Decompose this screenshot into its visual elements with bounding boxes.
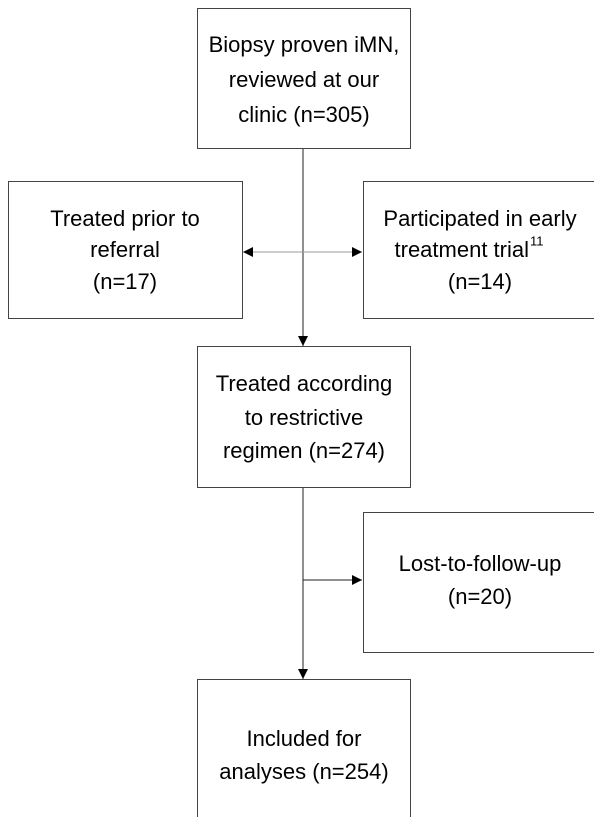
box (197, 346, 411, 488)
box (363, 512, 594, 653)
node-text: Treated prior to (50, 206, 200, 231)
box (363, 181, 594, 319)
node-text: clinic (n=305) (238, 102, 369, 127)
node-text: reviewed at our (229, 67, 379, 92)
node-text: (n=17) (93, 269, 157, 294)
node-text: analyses (n=254) (219, 759, 388, 784)
node-text: to restrictive (245, 405, 364, 430)
superscript: 11 (530, 233, 544, 248)
node-text: treatment trial (395, 237, 530, 262)
box (197, 8, 411, 149)
node-text: (n=14) (448, 269, 512, 294)
node-text: referral (90, 237, 160, 262)
box (197, 679, 411, 817)
node-text: Lost-to-follow-up (399, 551, 562, 576)
node-text: (n=20) (448, 584, 512, 609)
node-text: regimen (n=274) (223, 438, 385, 463)
node-text: Included for (247, 726, 362, 751)
node-text: Treated according (216, 371, 393, 396)
node-text: Biopsy proven iMN, (209, 32, 400, 57)
node-text: Participated in early (383, 206, 576, 231)
box (8, 181, 243, 319)
